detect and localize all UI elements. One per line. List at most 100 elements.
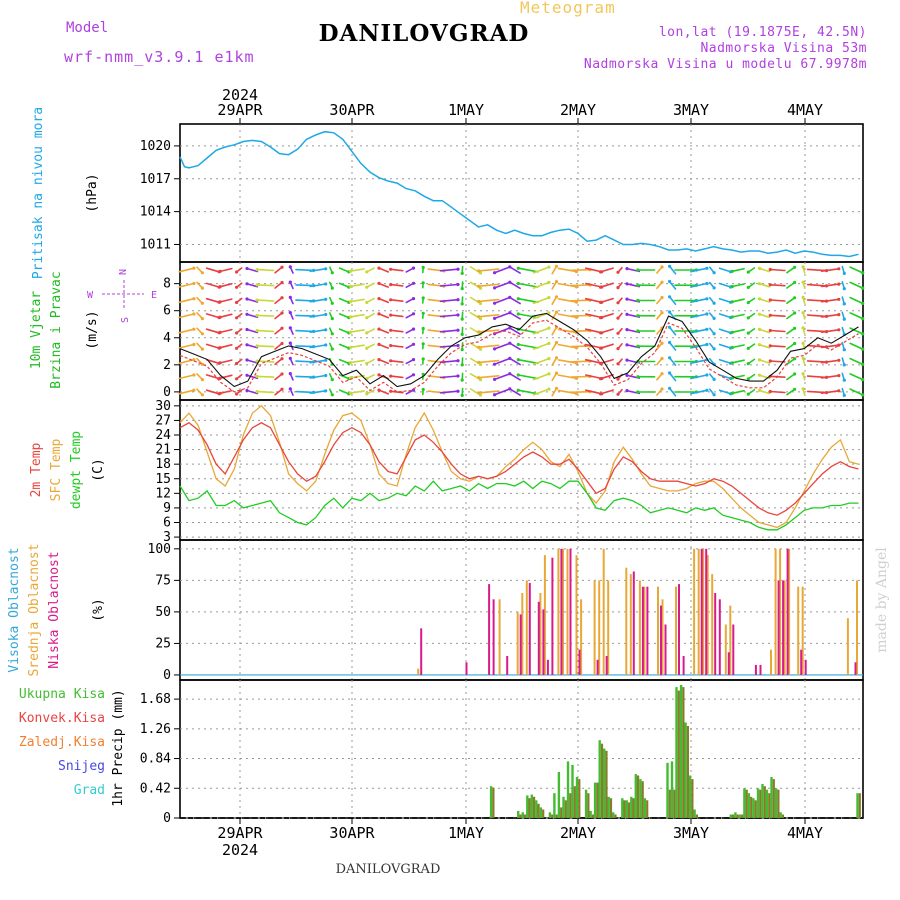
wind-barb-head: [801, 280, 805, 284]
mid-cloud-bar: [724, 624, 727, 675]
wind-barb: [849, 342, 864, 350]
wind-barb-head: [636, 390, 640, 394]
wind-barb: [246, 343, 259, 349]
wind-barb: [338, 343, 350, 349]
wind-barb: [309, 298, 327, 303]
wind-barb: [718, 297, 732, 304]
wind-barb-head: [625, 328, 629, 332]
low-cloud-bar: [596, 659, 599, 675]
wind-barb-head: [324, 343, 328, 347]
wind-barb: [178, 389, 195, 395]
wind-barb: [532, 327, 550, 335]
convective-precip-bar: [578, 779, 581, 818]
wind-barb-head: [861, 378, 865, 382]
wind-barb-head: [712, 316, 716, 320]
wind-barb: [477, 283, 500, 288]
wind-barb-head: [456, 267, 460, 271]
wind-barb: [378, 389, 390, 395]
wind-barb-head: [421, 296, 425, 300]
temperature-tick-label: 15: [155, 472, 171, 487]
wind-barb-head: [625, 282, 629, 286]
wind-barb: [820, 389, 840, 395]
wind-barb-head: [365, 392, 369, 396]
total-precip-bar: [856, 793, 859, 818]
temperature-tick-label: 6: [163, 516, 171, 531]
wind-barb-head: [288, 341, 292, 345]
wind-barb: [557, 343, 578, 349]
wind-barb-head: [235, 377, 239, 381]
wind-barb: [532, 296, 550, 305]
wind-barb: [477, 329, 500, 333]
wind-barb: [557, 374, 578, 380]
pressure-tick-label: 1014: [140, 205, 171, 220]
wind-barb: [731, 344, 745, 349]
wind-barb: [477, 374, 500, 379]
pressure-axis-label: Pritisak na nivou mora: [31, 107, 46, 279]
legend-hail: Grad: [74, 783, 105, 798]
wind-barb-head: [456, 359, 460, 363]
wind-barb-head: [330, 271, 334, 275]
wind-barb-head: [712, 393, 716, 397]
wind-barb-head: [324, 297, 328, 301]
wind-barb-head: [516, 388, 520, 392]
wind-barb-head: [421, 357, 425, 361]
temperature-tick-label: 24: [155, 428, 171, 443]
wind-barb: [584, 374, 603, 380]
wind-barb: [758, 313, 771, 319]
wind-barb-head: [547, 326, 551, 330]
wind-barb-head: [411, 281, 416, 285]
wind-barb-head: [625, 358, 629, 362]
wind-barb-head: [712, 332, 716, 336]
wind-barb-head: [235, 392, 239, 396]
total-precip-bar: [765, 789, 769, 818]
low-cloud-bar: [465, 662, 468, 675]
total-precip-bar: [688, 775, 692, 818]
wind-barb: [256, 345, 275, 348]
mid-cloud-bar: [675, 586, 677, 675]
wind-barb-head: [861, 332, 865, 336]
wind-barb-head: [477, 360, 481, 364]
wind-barb: [570, 299, 591, 302]
mid-cloud-bar: [770, 649, 772, 675]
wind-barb-head: [218, 346, 222, 350]
wind-barb-head: [636, 375, 640, 379]
low-cloud-bar: [660, 605, 662, 675]
wind-barb-head: [837, 328, 841, 332]
wind-barb-head: [516, 312, 520, 316]
wind-barb-head: [660, 311, 664, 315]
wind-barb-head: [235, 300, 239, 305]
wind-barb: [517, 358, 539, 365]
wind-barb-head: [730, 330, 734, 334]
low-cloud-bar: [718, 599, 721, 675]
convective-precip-bar: [732, 814, 735, 818]
wind-barb: [338, 267, 350, 273]
wind-barb-head: [837, 297, 841, 301]
wind-barb: [295, 329, 315, 333]
wind-barb: [557, 298, 578, 303]
wind-barb-head: [746, 301, 750, 305]
wind-barb-head: [730, 361, 734, 365]
convective-precip-bar: [614, 814, 617, 818]
wind-barb-head: [508, 341, 512, 345]
wind-barb: [570, 329, 591, 333]
wind-barb: [493, 342, 510, 350]
wind-barb: [731, 359, 745, 364]
wind-barb-head: [460, 271, 464, 275]
wind-barb-head: [616, 331, 620, 335]
wind-barb: [570, 268, 591, 272]
low-cloud-bar: [777, 580, 780, 675]
wind-barb-head: [837, 267, 841, 271]
mid-cloud-bar: [657, 586, 659, 675]
wind-barb-head: [508, 387, 512, 391]
wind-barb-head: [421, 265, 425, 270]
wind-barb: [178, 374, 195, 380]
low-cloud-bar: [782, 580, 785, 675]
wind-barb-head: [660, 295, 664, 300]
wind-barb: [557, 389, 578, 395]
wind-barb-head: [616, 347, 620, 351]
low-cloud-bar: [754, 664, 757, 675]
wind-barb-head: [324, 358, 328, 362]
wind-barb: [178, 343, 195, 349]
cloud-tick-label: 0: [163, 668, 171, 683]
wind-barb: [820, 313, 840, 318]
